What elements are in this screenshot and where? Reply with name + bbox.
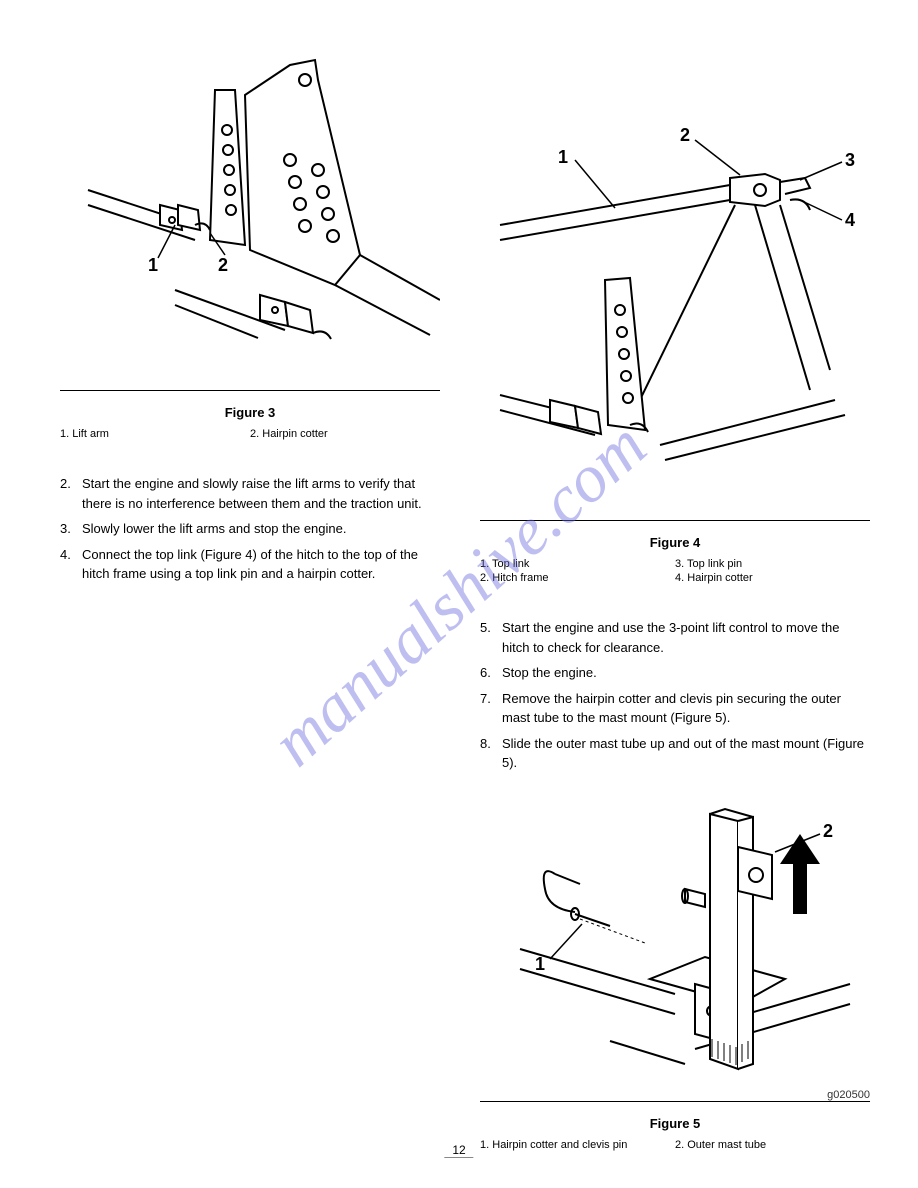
step-number: 6. <box>480 663 502 683</box>
instruction-step: 7. Remove the hairpin cotter and clevis … <box>480 689 870 728</box>
step-text: Slowly lower the lift arms and stop the … <box>82 519 440 539</box>
figure-5-caption: Figure 5 <box>480 1116 870 1131</box>
figure4-label-2: 2 <box>680 125 690 146</box>
callout-num: 1. <box>60 428 69 440</box>
step-text: Connect the top link (Figure 4) of the h… <box>82 545 440 584</box>
divider <box>60 390 440 391</box>
instruction-step: 5. Start the engine and use the 3-point … <box>480 618 870 657</box>
step-text: Start the engine and use the 3-point lif… <box>502 618 870 657</box>
step-text: Stop the engine. <box>502 663 870 683</box>
callout-num: 2. <box>675 1139 684 1151</box>
step-text: Start the engine and slowly raise the li… <box>82 474 440 513</box>
callout-num: 2. <box>480 572 489 584</box>
callout-text: Outer mast tube <box>687 1139 766 1151</box>
figure-3-illustration <box>60 30 440 380</box>
figure-5-callouts: 1. Hairpin cotter and clevis pin 2. Oute… <box>480 1139 870 1153</box>
divider <box>480 520 870 521</box>
step-number: 4. <box>60 545 82 584</box>
figure5-label-2: 2 <box>823 821 833 842</box>
step-number: 2. <box>60 474 82 513</box>
callout-text: Hairpin cotter and clevis pin <box>492 1139 627 1151</box>
figure-5-container: 1 2 <box>480 779 870 1089</box>
instruction-step: 2. Start the engine and slowly raise the… <box>60 474 440 513</box>
figure4-label-4: 4 <box>845 210 855 231</box>
figure3-label-1: 1 <box>148 255 158 276</box>
figure-4-caption: Figure 4 <box>480 535 870 550</box>
callout-num: 1. <box>480 558 489 570</box>
figure-5-illustration <box>480 779 870 1079</box>
divider <box>480 1101 870 1102</box>
figure3-label-2: 2 <box>218 255 228 276</box>
figure-4-callouts: 1. Top link 2. Hitch frame 3. Top link p… <box>480 558 870 586</box>
callout-text: Lift arm <box>72 428 109 440</box>
callout-text: Top link pin <box>687 558 742 570</box>
callout-num: 2. <box>250 428 259 440</box>
callout-num: 3. <box>675 558 684 570</box>
step-number: 5. <box>480 618 502 657</box>
left-column: 1 2 Figure 3 1. Lift arm 2. Hairpin cott… <box>60 30 440 590</box>
step-number: 8. <box>480 734 502 773</box>
step-number: 7. <box>480 689 502 728</box>
page-number: 12 <box>444 1143 473 1158</box>
right-column: 1 2 3 4 Figure 4 1. Top link 2. Hitch fr… <box>480 30 870 1169</box>
figure4-label-1: 1 <box>558 147 568 168</box>
callout-text: Hitch frame <box>492 572 548 584</box>
figure-3-container: 1 2 <box>60 30 440 390</box>
step-text: Remove the hairpin cotter and clevis pin… <box>502 689 870 728</box>
instruction-step: 3. Slowly lower the lift arms and stop t… <box>60 519 440 539</box>
callout-num: 4. <box>675 572 684 584</box>
figure5-label-1: 1 <box>535 954 545 975</box>
callout-text: Hairpin cotter <box>262 428 327 440</box>
figure-4-illustration <box>480 100 870 490</box>
step-number: 3. <box>60 519 82 539</box>
callout-num: 1. <box>480 1139 489 1151</box>
instruction-step: 8. Slide the outer mast tube up and out … <box>480 734 870 773</box>
figure-3-caption: Figure 3 <box>60 405 440 420</box>
figure-5-ref: g020500 <box>480 1089 870 1101</box>
instruction-step: 6. Stop the engine. <box>480 663 870 683</box>
figure4-label-3: 3 <box>845 150 855 171</box>
callout-text: Top link <box>492 558 529 570</box>
callout-text: Hairpin cotter <box>687 572 752 584</box>
figure-3-callouts: 1. Lift arm 2. Hairpin cotter <box>60 428 440 442</box>
instruction-step: 4. Connect the top link (Figure 4) of th… <box>60 545 440 584</box>
step-text: Slide the outer mast tube up and out of … <box>502 734 870 773</box>
figure-4-container: 1 2 3 4 <box>480 100 870 520</box>
